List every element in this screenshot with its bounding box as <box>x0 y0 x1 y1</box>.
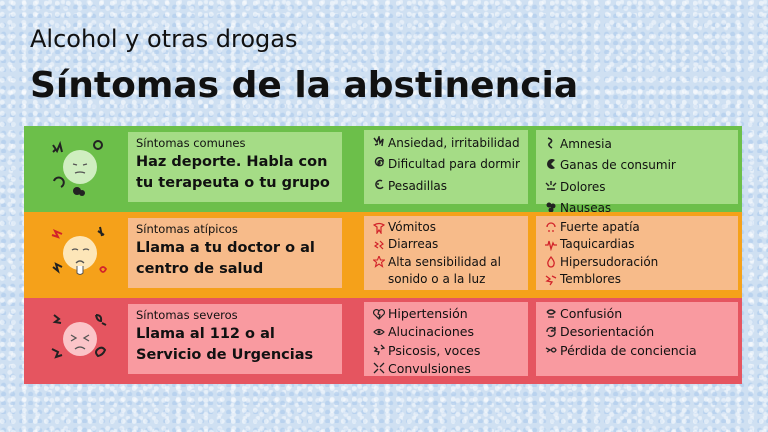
psychosis-scribble-icon <box>370 342 388 359</box>
symptom-text: Vómitos <box>388 220 436 234</box>
symptom-list-1: Vómitos Diarreas Alta sensibilidad al so… <box>364 216 528 290</box>
hallucination-eye-icon <box>370 323 388 340</box>
list-item: Desorientación <box>542 323 732 341</box>
list-item: Convulsiones <box>370 360 522 378</box>
distressed-face-icon <box>50 309 110 369</box>
list-item: Hipertensión <box>370 305 522 323</box>
symptom-text: Desorientación <box>560 324 655 340</box>
symptom-text: Hipersudoración <box>560 254 659 269</box>
pain-lines-icon <box>542 177 560 194</box>
spiky-anxiety-icon <box>370 133 388 150</box>
symptom-list-2: Fuerte apatía Taquicardias Hipersudoraci… <box>536 216 738 290</box>
spiral-icon <box>370 154 388 171</box>
advice-text: Llama al 112 o al Servicio de Urgencias <box>136 325 314 363</box>
list-item: Alta sensibilidad al sonido o a la luz <box>370 254 522 289</box>
list-item: Psicosis, voces <box>370 342 522 360</box>
sweat-drop-icon <box>542 254 560 271</box>
list-item: Fuerte apatía <box>542 219 732 236</box>
tremor-icon <box>542 271 560 288</box>
cycle-arrows-icon <box>542 323 560 340</box>
symptom-text: Convulsiones <box>388 360 471 376</box>
symptom-list-1: Hipertensión Alucinaciones Psicosis, voc… <box>364 302 528 376</box>
list-item: Ganas de consumir <box>542 155 732 176</box>
broken-heart-icon <box>370 305 388 322</box>
list-item: Temblores <box>542 271 732 288</box>
symptom-text: Ganas de consumir <box>560 158 676 173</box>
section-atypical-symptoms: Síntomas atípicos Llama a tu doctor o al… <box>24 212 742 298</box>
advice-box: Síntomas atípicos Llama a tu doctor o al… <box>128 218 342 288</box>
section-severe-symptoms: Síntomas severos Llama al 112 o al Servi… <box>24 298 742 384</box>
section-common-symptoms: Síntomas comunes Haz deporte. Habla con … <box>24 126 742 215</box>
page-title: Síntomas de la abstinencia <box>30 65 579 106</box>
vomit-icon <box>370 219 388 236</box>
nausea-blob-icon <box>542 198 560 215</box>
list-item: Alucinaciones <box>370 323 522 341</box>
list-item: Dificultad para dormir <box>370 154 522 175</box>
diarrhea-icon <box>370 236 388 253</box>
page-subtitle: Alcohol y otras drogas <box>30 25 298 53</box>
nightmare-icon <box>370 176 388 193</box>
symptom-text: Amnesia <box>560 137 612 151</box>
category-label: Síntomas comunes <box>136 136 246 150</box>
advice-text: Llama a tu doctor o al centro de salud <box>136 239 315 277</box>
symptom-text: Alucinaciones <box>388 324 474 340</box>
advice-text: Haz deporte. Habla con tu terapeuta o tu… <box>136 153 330 191</box>
heartbeat-icon <box>542 236 560 253</box>
list-item: Nauseas <box>542 198 732 219</box>
symptom-list-2: Confusión Desorientación Pérdida de conc… <box>536 302 738 376</box>
list-item: Pesadillas <box>370 176 522 197</box>
list-item: Ansiedad, irritabilidad <box>370 133 522 154</box>
list-item: Confusión <box>542 305 732 323</box>
advice-box: Síntomas comunes Haz deporte. Habla con … <box>128 132 342 202</box>
symptom-text: Ansiedad, irritabilidad <box>388 136 520 150</box>
confusion-icon <box>542 305 560 322</box>
list-item: Vómitos <box>370 219 522 236</box>
list-item: Pérdida de conciencia <box>542 342 732 360</box>
fainting-icon <box>542 342 560 359</box>
list-item: Taquicardias <box>542 236 732 253</box>
list-item: Amnesia <box>542 134 732 155</box>
category-label: Síntomas severos <box>136 308 238 322</box>
apathy-face-icon <box>542 219 560 236</box>
craving-mouth-icon <box>542 155 560 172</box>
advice-box: Síntomas severos Llama al 112 o al Servi… <box>128 304 342 374</box>
symptom-text: Diarreas <box>388 237 439 252</box>
symptom-text: Pérdida de conciencia <box>560 342 697 358</box>
symptom-list-1: Ansiedad, irritabilidad Dificultad para … <box>364 130 528 204</box>
list-item: Hipersudoración <box>542 254 732 271</box>
category-label: Síntomas atípicos <box>136 222 238 236</box>
sick-face-icon <box>50 223 110 283</box>
symptom-text: Pesadillas <box>388 178 448 193</box>
calm-face-icon <box>50 137 110 197</box>
list-item: Diarreas <box>370 236 522 253</box>
symptom-text: Temblores <box>560 272 621 287</box>
swirl-icon <box>542 134 560 151</box>
symptom-text: Dolores <box>560 179 606 194</box>
symptom-text: Confusión <box>560 306 623 321</box>
sensitivity-burst-icon <box>370 254 388 271</box>
symptom-text: Hipertensión <box>388 306 468 321</box>
symptom-text: Taquicardias <box>560 237 635 252</box>
symptom-text: Nauseas <box>560 201 612 216</box>
convulsion-icon <box>370 360 388 377</box>
symptom-text: Dificultad para dormir <box>388 157 520 172</box>
list-item: Dolores <box>542 177 732 198</box>
symptom-text: Fuerte apatía <box>560 220 640 234</box>
symptom-list-2: Amnesia Ganas de consumir Dolores Nausea… <box>536 130 738 215</box>
symptom-text: Psicosis, voces <box>388 342 481 358</box>
symptom-text: Alta sensibilidad al sonido o a la luz <box>388 254 501 287</box>
